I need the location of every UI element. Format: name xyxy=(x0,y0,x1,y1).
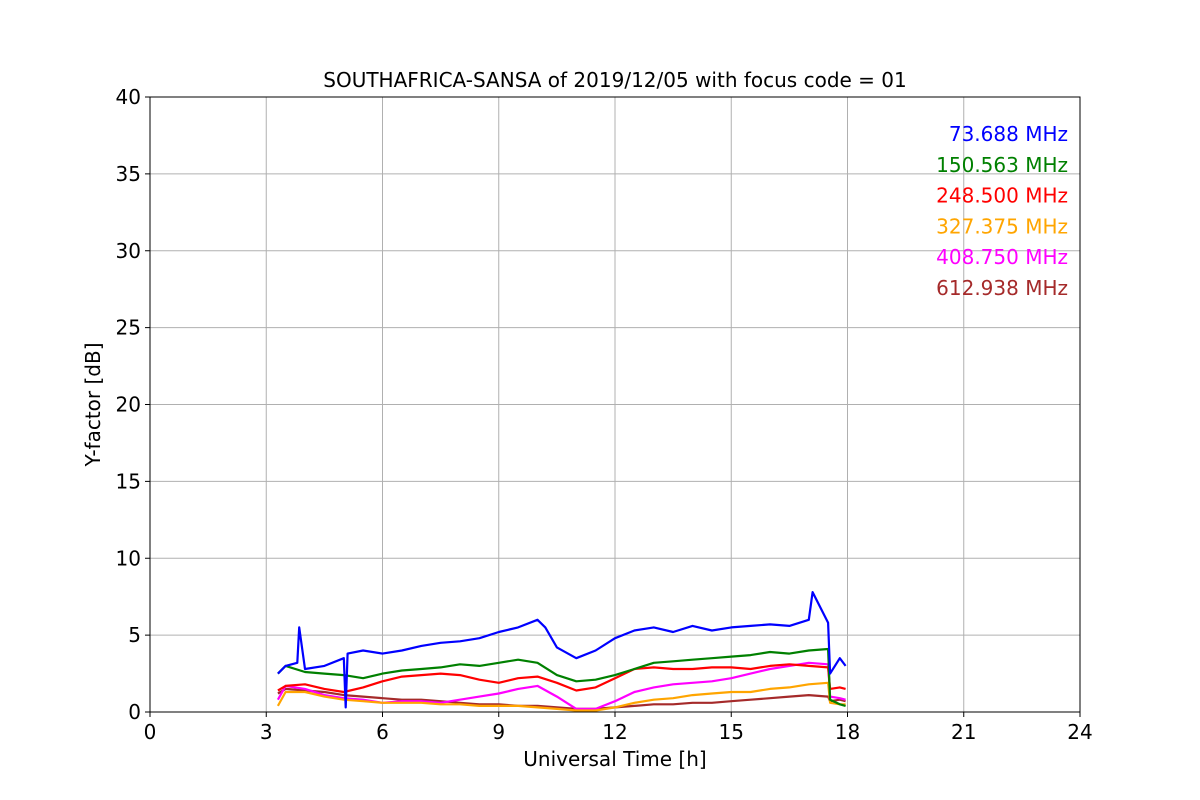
y-tick-label: 30 xyxy=(116,239,141,263)
y-tick-label: 25 xyxy=(116,316,141,340)
legend-entry-3: 248.500 MHz xyxy=(936,184,1068,208)
series-line-1 xyxy=(277,591,847,709)
x-tick-label: 21 xyxy=(951,720,976,744)
y-tick-label: 10 xyxy=(116,546,141,570)
y-tick-label: 15 xyxy=(116,469,141,493)
axis-ticks: 0 3 6 9 12 15 18 21 24 0 5 10 15 20 25 30 35 40 xyxy=(116,85,1093,744)
legend: 73.688 MHz 150.563 MHz 248.500 MHz 327.375 … xyxy=(936,122,1068,300)
y-tick-label: 5 xyxy=(128,623,141,647)
x-axis-label: Universal Time [h] xyxy=(523,747,706,771)
y-tick-label: 35 xyxy=(116,162,141,186)
x-tick-label: 0 xyxy=(144,720,157,744)
legend-entry-2: 150.563 MHz xyxy=(936,153,1068,177)
chart-title: SOUTHAFRICA-SANSA of 2019/12/05 with foc… xyxy=(323,68,907,92)
x-tick-label: 24 xyxy=(1067,720,1092,744)
y-tick-label: 0 xyxy=(128,700,141,724)
y-axis-label: Y-factor [dB] xyxy=(81,342,105,467)
series-lines xyxy=(276,591,847,712)
legend-entry-4: 327.375 MHz xyxy=(936,214,1068,238)
series-line-4 xyxy=(276,681,846,712)
legend-entry-5: 408.750 MHz xyxy=(936,245,1068,269)
x-tick-label: 12 xyxy=(602,720,627,744)
x-tick-label: 6 xyxy=(376,720,389,744)
legend-entry-6: 612.938 MHz xyxy=(936,276,1068,300)
x-tick-label: 9 xyxy=(492,720,505,744)
legend-entry-1: 73.688 MHz xyxy=(949,122,1068,146)
x-tick-label: 3 xyxy=(260,720,273,744)
series-line-2 xyxy=(277,647,846,707)
y-tick-label: 40 xyxy=(116,85,141,109)
y-tick-label: 20 xyxy=(116,393,141,417)
x-tick-label: 15 xyxy=(719,720,744,744)
series-line-3 xyxy=(277,663,846,694)
x-tick-label: 18 xyxy=(835,720,860,744)
